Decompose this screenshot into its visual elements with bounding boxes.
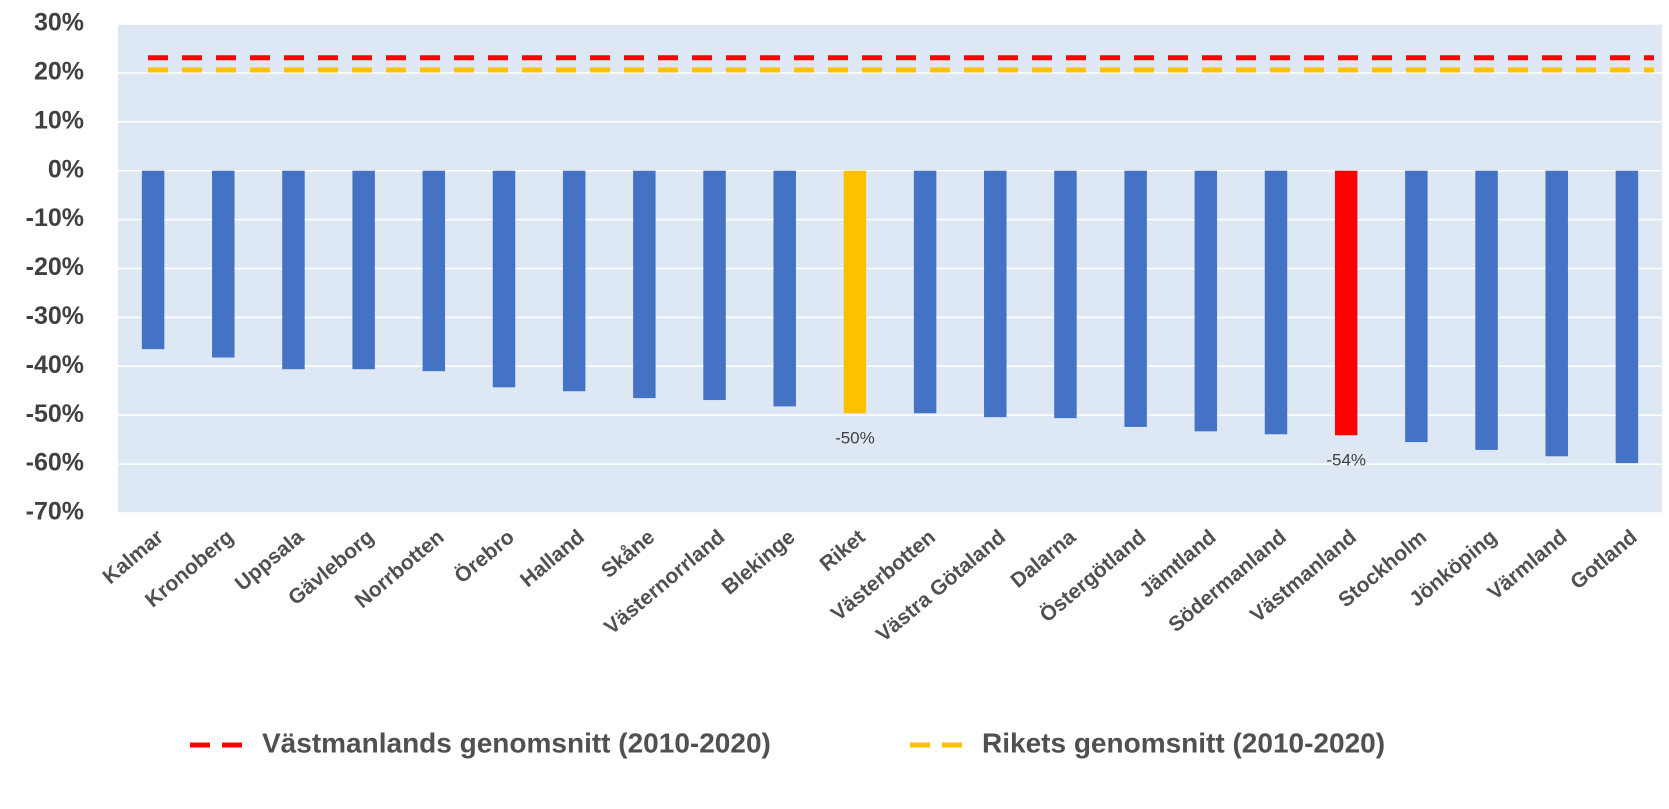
y-tick-label: 0% xyxy=(48,155,84,183)
x-tick-label: Halland xyxy=(516,525,589,591)
bar xyxy=(703,170,726,401)
y-tick-label: -60% xyxy=(26,449,84,477)
bar xyxy=(843,170,867,414)
bar xyxy=(212,170,235,358)
bar xyxy=(352,170,375,370)
x-tick-label: Värmland xyxy=(1483,525,1571,604)
bar xyxy=(1405,170,1428,443)
y-tick-label: 30% xyxy=(34,9,84,37)
x-tick-label: Västernorrland xyxy=(600,525,729,639)
x-tick-label: Södermanland xyxy=(1164,525,1291,636)
y-tick-label: 20% xyxy=(34,58,84,86)
y-tick-label: -40% xyxy=(26,351,84,379)
bar xyxy=(141,170,165,350)
y-tick-label: -20% xyxy=(26,253,84,281)
bar xyxy=(1054,170,1077,419)
bar xyxy=(1475,170,1498,450)
legend-label: Västmanlands genomsnitt (2010-2020) xyxy=(262,727,771,758)
y-tick-label: 10% xyxy=(34,106,84,134)
bar xyxy=(1545,170,1568,457)
bar xyxy=(633,170,656,399)
x-tick-label: Skåne xyxy=(597,525,659,582)
y-tick-label: -10% xyxy=(26,204,84,232)
x-tick-label: Örebro xyxy=(450,525,518,588)
x-tick-label: Blekinge xyxy=(718,525,800,599)
bar xyxy=(984,170,1007,418)
legend-label: Rikets genomsnitt (2010-2020) xyxy=(982,727,1385,758)
bar xyxy=(422,170,446,372)
value-label: -50% xyxy=(835,429,875,448)
y-tick-label: -50% xyxy=(26,400,84,428)
bar xyxy=(1264,170,1288,435)
bar xyxy=(282,170,305,370)
bar xyxy=(562,170,586,392)
bar xyxy=(913,170,937,414)
y-tick-label: -30% xyxy=(26,302,84,330)
bar xyxy=(1194,170,1218,432)
x-tick-label: Riket xyxy=(816,525,870,576)
bar xyxy=(492,170,516,388)
value-label: -54% xyxy=(1326,451,1366,470)
bar xyxy=(1615,170,1639,464)
y-tick-label: -70% xyxy=(26,498,84,526)
bar xyxy=(1334,170,1358,436)
x-tick-label: Västra Götaland xyxy=(872,525,1010,646)
bar xyxy=(773,170,796,407)
bar xyxy=(1124,170,1147,427)
x-tick-label: Kalmar xyxy=(99,525,168,588)
x-tick-label: Gotland xyxy=(1566,525,1642,594)
